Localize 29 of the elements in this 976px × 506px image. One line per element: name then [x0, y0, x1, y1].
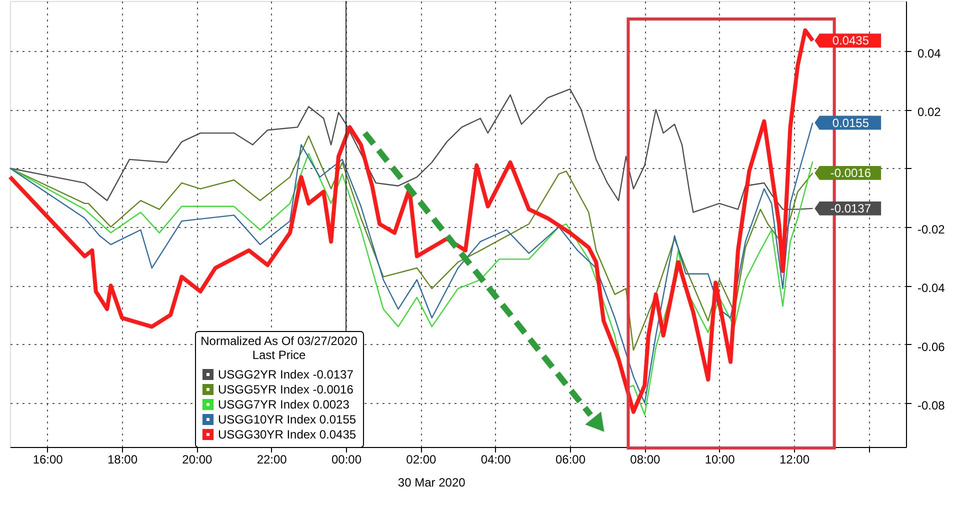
y-tick-label: 0.04	[918, 46, 942, 60]
legend-title: Normalized As Of 03/27/2020 Last Price	[200, 334, 358, 362]
x-tick-label: 04:00	[480, 452, 512, 466]
y-tick-label: 0.02	[918, 105, 942, 120]
x-tick-label: 00:00	[331, 452, 362, 466]
annotation: 0.0155	[832, 116, 870, 130]
line-series	[9, 135, 814, 351]
y-tick-label: -0.04	[918, 281, 946, 296]
annotation: 0.0435	[832, 34, 870, 48]
y-tick-label: -0.08	[918, 398, 946, 412]
legend-label: USGG30YR Index 0.0435	[218, 428, 356, 442]
legend-label: USGG5YR Index -0.0016	[218, 382, 354, 396]
x-tick-label: 18:00	[107, 452, 138, 466]
x-axis-title: 30 Mar 2020	[398, 476, 466, 490]
x-tick-label: 16:00	[32, 452, 64, 466]
x-tick-label: 10:00	[704, 452, 736, 466]
legend-label: USGG7YR Index 0.0023	[218, 398, 350, 412]
x-tick-label: 02:00	[406, 452, 437, 466]
x-tick-label: 22:00	[256, 452, 288, 466]
legend-label: USGG10YR Index 0.0155	[218, 412, 356, 426]
x-tick-label: 20:00	[182, 452, 213, 466]
legend-label: USGG2YR Index -0.0137	[218, 368, 354, 382]
annotation: -0.0016	[830, 166, 872, 180]
x-tick-label: 12:00	[779, 452, 810, 466]
x-tick-label: 06:00	[555, 452, 586, 466]
annotation: -0.0137	[830, 201, 872, 216]
x-tick-label: 08:00	[630, 452, 661, 466]
y-tick-label: -0.06	[918, 340, 946, 354]
y-tick-label: -0.02	[918, 222, 946, 236]
